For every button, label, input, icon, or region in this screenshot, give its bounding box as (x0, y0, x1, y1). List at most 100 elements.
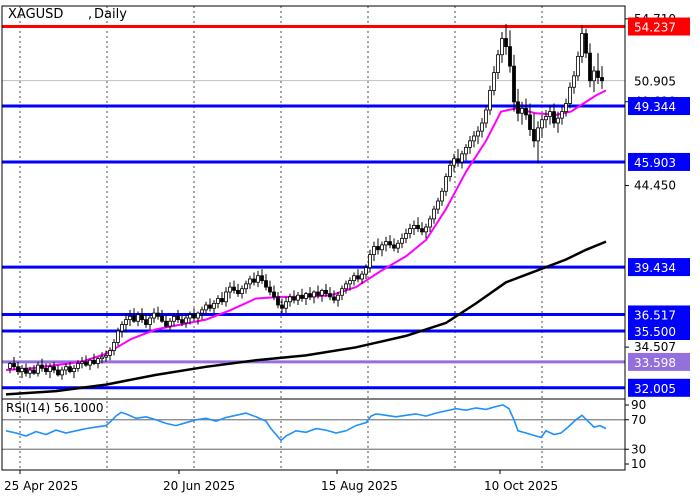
candle-body (540, 119, 544, 129)
candle-body (380, 244, 384, 251)
candle-body (280, 304, 284, 309)
candle-body (352, 275, 356, 282)
candle-body (476, 130, 480, 137)
candle-body (260, 275, 264, 282)
candle-body (16, 366, 20, 373)
candle-body (160, 315, 164, 322)
chart-title-timeframe: Daily (94, 7, 127, 22)
candle-body (384, 241, 388, 246)
candle-body (468, 140, 472, 148)
candle-body (340, 288, 344, 296)
candle-body (516, 101, 520, 114)
candle-body (440, 190, 444, 202)
candle-body (12, 363, 16, 368)
candle-body (428, 218, 432, 228)
candle-body (532, 129, 536, 142)
rsi-tick-label: 90 (631, 398, 646, 412)
rsi-tick-label: 70 (631, 413, 646, 427)
candle-body (320, 289, 324, 296)
level-label-box (628, 305, 690, 324)
candle-body (364, 267, 368, 275)
level-label-box (628, 152, 690, 171)
ma-layer (5, 89, 607, 396)
candle-body (444, 176, 448, 192)
candle-body (108, 350, 112, 356)
candle-body (276, 296, 280, 306)
x-tick-label: 10 Oct 2025 (484, 479, 558, 493)
candle-body (480, 122, 484, 132)
candle-body (600, 77, 604, 82)
candle-body (176, 315, 180, 321)
candle-body (284, 301, 288, 309)
candle-body (164, 320, 168, 327)
candle-body (356, 275, 360, 280)
candle-body (204, 304, 208, 311)
candle-body (8, 363, 12, 369)
price-tick-label: 34.507 (634, 340, 676, 354)
level-label-box (628, 97, 690, 116)
candle-body (504, 38, 508, 48)
candle-body (396, 242, 400, 249)
candle-body (172, 315, 176, 322)
grid-layer (19, 6, 543, 470)
candle-body (448, 164, 452, 178)
ma-long-line (5, 240, 607, 396)
rsi-layer (2, 398, 625, 450)
level-label-text: 32.005 (634, 382, 676, 396)
candle-body (272, 291, 276, 298)
candle-body (76, 363, 80, 369)
axis-layer: 54.71049.61044.45034.50754.23749.34445.9… (4, 12, 690, 493)
candle-body (96, 358, 100, 364)
candle-body (464, 146, 468, 155)
candle-body (344, 283, 348, 290)
candle-body (292, 296, 296, 301)
candle-body (208, 304, 212, 309)
x-tick-label: 15 Aug 2025 (321, 479, 398, 493)
level-label-text: 49.344 (634, 100, 676, 114)
candle-body (544, 116, 548, 121)
candle-body (200, 309, 204, 314)
candle-body (216, 298, 220, 304)
candle-body (244, 283, 248, 290)
candle-body (84, 361, 88, 366)
candle-body (412, 224, 416, 230)
candle-body (424, 226, 428, 233)
level-label-text: 54.237 (634, 21, 676, 35)
candle-body (224, 291, 228, 303)
candle-body (408, 228, 412, 234)
candle-body (56, 369, 60, 376)
level-label-text: 39.434 (634, 261, 676, 275)
candle-body (220, 298, 224, 303)
candle-body (572, 75, 576, 88)
candle-body (28, 369, 32, 374)
candle-body (452, 158, 456, 166)
level-label-box (628, 258, 690, 277)
candle-body (140, 314, 144, 321)
candle-body (188, 314, 192, 319)
candle-body (528, 114, 532, 130)
level-label-text: 36.517 (634, 308, 676, 322)
candle-body (484, 109, 488, 124)
rsi-tick-label: 10 (631, 457, 646, 471)
candle-body (64, 366, 68, 371)
candle-body (72, 367, 76, 373)
candle-body (588, 52, 592, 82)
candle-body (472, 135, 476, 142)
candle-body (152, 312, 156, 319)
candle-body (548, 111, 552, 117)
candle-body (328, 293, 332, 298)
frame-layer (1, 5, 626, 471)
candle-body (508, 46, 512, 67)
candle-body (232, 286, 236, 291)
candle-body (104, 354, 108, 358)
candle-body (256, 275, 260, 283)
candle-body (120, 324, 124, 332)
rsi-line (5, 404, 607, 442)
candle-body (332, 296, 336, 301)
chart-title-symbol: XAGUSD (8, 7, 63, 22)
candle-body (488, 90, 492, 111)
levels-layer (2, 25, 625, 390)
candle-body (168, 320, 172, 327)
candle-body (460, 153, 464, 163)
